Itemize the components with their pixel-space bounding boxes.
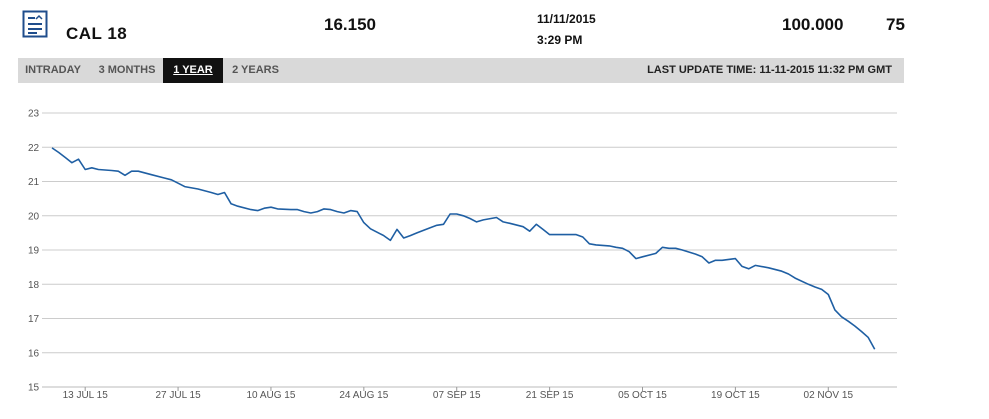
last-price: 16.150: [324, 15, 376, 34]
y-axis: 15 16 17 18 19 20 21 22 23: [28, 109, 40, 394]
volume-value: 100.000: [782, 15, 844, 34]
tab-2-years[interactable]: 2 YEARS: [232, 64, 279, 76]
y-tick-label: 20: [28, 211, 40, 222]
x-tick-label: 07 SEP 15: [433, 390, 481, 401]
y-tick-label: 16: [28, 348, 40, 359]
y-tick-label: 17: [28, 314, 40, 325]
range-tab-bar: INTRADAY 3 MONTHS 1 YEAR 2 YEARS LAST UP…: [18, 58, 904, 83]
last-update-time: LAST UPDATE TIME: 11-11-2015 11:32 PM GM…: [647, 64, 892, 76]
document-list-icon[interactable]: [22, 10, 48, 38]
price-line-chart: 15 16 17 18 19 20 21 22 23 13 JUL 15 27 JUL 15 10 …: [28, 109, 897, 401]
quote-header: CAL 18 16.150 11/11/2015 3:29 PM 100.000…: [0, 0, 989, 58]
tab-3-months[interactable]: 3 MONTHS: [98, 64, 156, 76]
x-tick-label: 27 JUL 15: [155, 390, 201, 401]
trade-date: 11/11/2015: [537, 12, 596, 26]
trade-count: 75: [886, 15, 905, 34]
y-tick-label: 18: [28, 280, 40, 291]
y-tick-label: 19: [28, 246, 40, 257]
x-tick-label: 05 OCT 15: [618, 390, 667, 401]
y-tick-label: 22: [28, 143, 40, 154]
tab-intraday[interactable]: INTRADAY: [25, 64, 81, 76]
y-tick-label: 21: [28, 177, 40, 188]
x-tick-label: 10 AUG 15: [246, 390, 295, 401]
trade-time: 3:29 PM: [537, 33, 583, 47]
instrument-symbol: CAL 18: [66, 24, 128, 43]
x-tick-label: 02 NOV 15: [804, 390, 854, 401]
price-series-line: [51, 147, 876, 350]
x-tick-label: 13 JUL 15: [63, 390, 109, 401]
y-tick-label: 23: [28, 109, 40, 120]
x-axis: 13 JUL 15 27 JUL 15 10 AUG 15 24 AUG 15 07 S…: [63, 387, 854, 401]
chart-grid: [42, 112, 897, 388]
x-tick-label: 21 SEP 15: [526, 390, 574, 401]
x-tick-label: 24 AUG 15: [339, 390, 388, 401]
tab-1-year[interactable]: 1 YEAR: [163, 58, 223, 83]
y-tick-label: 15: [28, 383, 40, 394]
x-tick-label: 19 OCT 15: [711, 390, 760, 401]
series-layer: [51, 147, 876, 350]
